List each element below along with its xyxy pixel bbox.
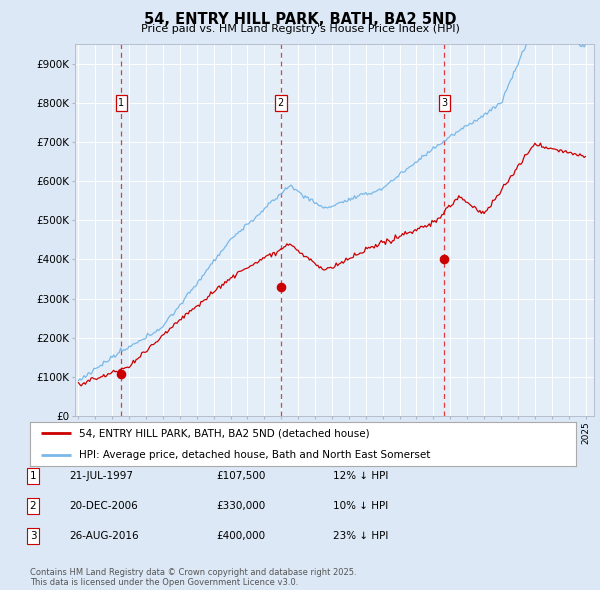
Text: 10% ↓ HPI: 10% ↓ HPI bbox=[333, 502, 388, 511]
Text: 2: 2 bbox=[278, 98, 284, 108]
Text: 1: 1 bbox=[29, 471, 37, 481]
Text: 21-JUL-1997: 21-JUL-1997 bbox=[69, 471, 133, 481]
Text: 23% ↓ HPI: 23% ↓ HPI bbox=[333, 532, 388, 541]
Text: 26-AUG-2016: 26-AUG-2016 bbox=[69, 532, 139, 541]
Text: £107,500: £107,500 bbox=[216, 471, 265, 481]
Text: 1: 1 bbox=[118, 98, 125, 108]
Text: 3: 3 bbox=[29, 532, 37, 541]
Text: 2: 2 bbox=[29, 502, 37, 511]
Point bbox=[276, 282, 286, 291]
Text: Price paid vs. HM Land Registry's House Price Index (HPI): Price paid vs. HM Land Registry's House … bbox=[140, 24, 460, 34]
Text: 54, ENTRY HILL PARK, BATH, BA2 5ND: 54, ENTRY HILL PARK, BATH, BA2 5ND bbox=[144, 12, 456, 27]
Text: 20-DEC-2006: 20-DEC-2006 bbox=[69, 502, 138, 511]
Text: £330,000: £330,000 bbox=[216, 502, 265, 511]
Point bbox=[116, 369, 126, 379]
Text: 3: 3 bbox=[442, 98, 448, 108]
Text: Contains HM Land Registry data © Crown copyright and database right 2025.
This d: Contains HM Land Registry data © Crown c… bbox=[30, 568, 356, 587]
Point bbox=[440, 255, 449, 264]
Text: 12% ↓ HPI: 12% ↓ HPI bbox=[333, 471, 388, 481]
Text: HPI: Average price, detached house, Bath and North East Somerset: HPI: Average price, detached house, Bath… bbox=[79, 450, 431, 460]
Text: 54, ENTRY HILL PARK, BATH, BA2 5ND (detached house): 54, ENTRY HILL PARK, BATH, BA2 5ND (deta… bbox=[79, 428, 370, 438]
Text: £400,000: £400,000 bbox=[216, 532, 265, 541]
